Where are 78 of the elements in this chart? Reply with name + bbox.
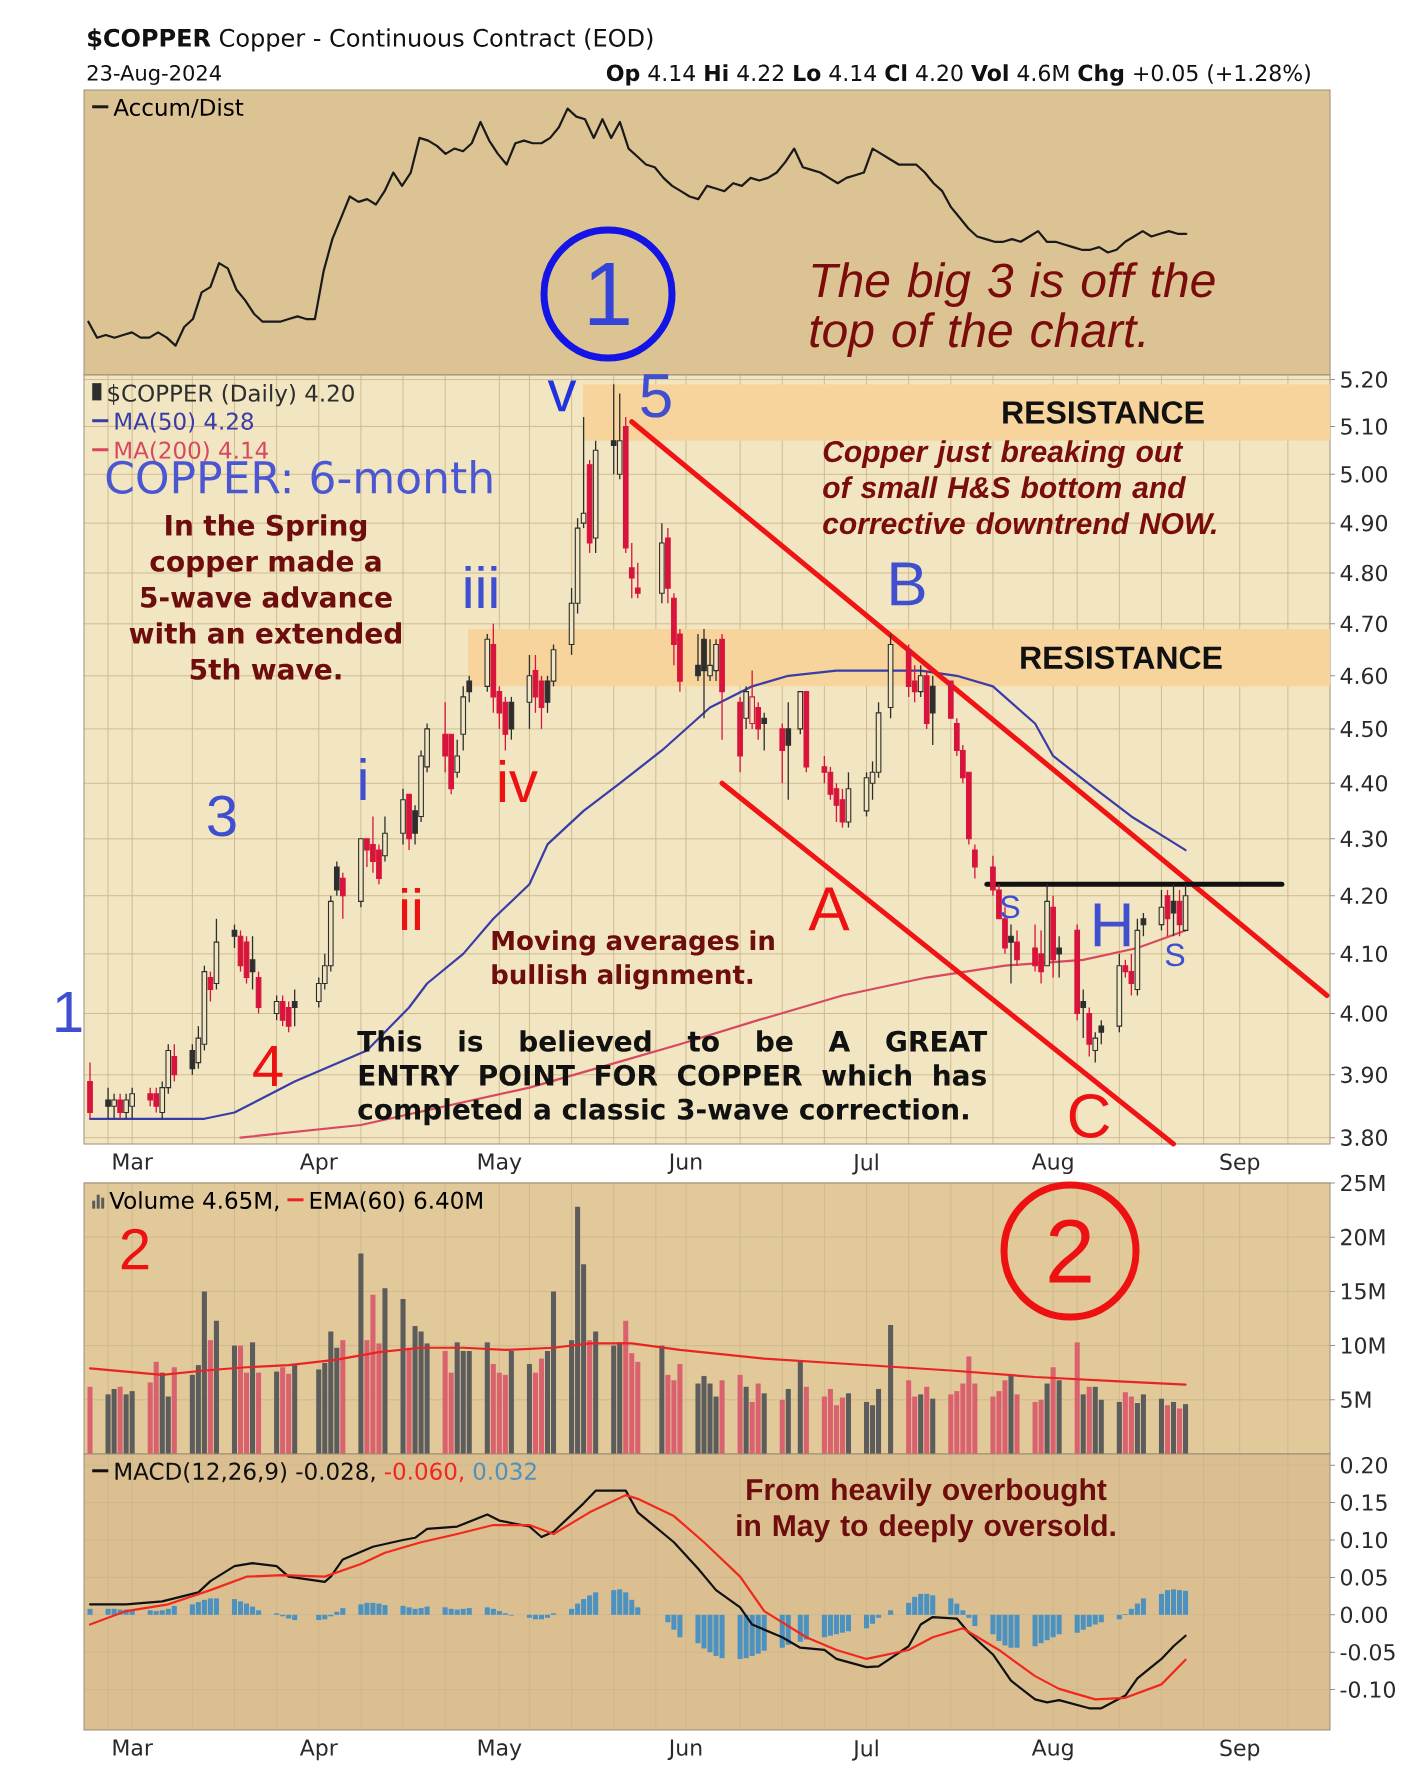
y-tick-label: 20M xyxy=(1341,1228,1385,1246)
x-tick-label: Sep xyxy=(1220,1153,1260,1175)
y-tick-label: 4.80 xyxy=(1340,564,1388,582)
x-tick-label: Mar xyxy=(113,1739,153,1756)
annotation: 2 xyxy=(121,1228,149,1270)
annotation: i xyxy=(360,757,366,800)
annotation: iii xyxy=(465,565,497,608)
chart-subtitle: 23-Aug-2024 xyxy=(87,64,221,85)
annotation: 2 xyxy=(1049,1219,1091,1283)
text: 1 xyxy=(56,991,82,1032)
annotation: From heavily overbought in May to deeply oversold. xyxy=(737,1478,1115,1543)
y-tick-label: 4.00 xyxy=(1340,1005,1388,1022)
annotation: 3 xyxy=(208,795,236,837)
x-tick-label: Aug xyxy=(1031,1153,1073,1175)
x-tick-label: Mar xyxy=(113,1153,153,1170)
x-tick-label: Sep xyxy=(1220,1739,1260,1761)
y-tick-label: 0.15 xyxy=(1340,1494,1387,1511)
legend-label: MA(50) 4.28 xyxy=(115,412,254,433)
annotation: The big 3 is off the top of the chart. xyxy=(810,262,1215,357)
y-tick-label: 4.50 xyxy=(1340,720,1388,738)
annotation: ii xyxy=(401,887,420,930)
y-tick-label: 3.80 xyxy=(1341,1129,1388,1146)
legend-label: MA(200) 4.14 xyxy=(115,441,268,462)
y-tick-label: 0.20 xyxy=(1340,1456,1388,1474)
annotation: A xyxy=(808,887,850,931)
legend-label: $COPPER (Daily) 4.20 xyxy=(108,384,354,407)
x-tick-label: May xyxy=(478,1739,522,1761)
legend-label: Volume 4.65M, xyxy=(109,1191,279,1212)
annotation: H xyxy=(1094,903,1130,947)
y-tick-label: 5.00 xyxy=(1341,465,1388,483)
legend-label: Accum/Dist xyxy=(113,98,244,118)
y-tick-label: 4.60 xyxy=(1340,667,1388,685)
y-tick-label: 4.70 xyxy=(1340,615,1388,633)
y-tick-label: 4.20 xyxy=(1340,887,1388,905)
y-tick-label: -0.10 xyxy=(1340,1681,1395,1698)
chart-title: $COPPER Copper - Continuous Contract (EOD) xyxy=(88,28,653,52)
y-tick-label: 4.30 xyxy=(1340,830,1388,848)
y-tick-label: 0.05 xyxy=(1340,1569,1387,1586)
y-tick-label: 5M xyxy=(1341,1391,1371,1408)
y-tick-label: 10M xyxy=(1341,1337,1385,1354)
y-tick-label: 5.10 xyxy=(1341,418,1388,435)
annotation: 5 xyxy=(641,374,671,418)
annotation: Moving averages in bullish alignment. xyxy=(492,930,774,990)
annotation: In the Spring copper made a 5-wave advance with an extended 5th wave. xyxy=(129,514,401,680)
y-tick-label: 3.90 xyxy=(1341,1066,1388,1084)
annotation: iv xyxy=(499,759,538,802)
x-tick-label: Aug xyxy=(1031,1739,1073,1761)
band-label: RESISTANCE xyxy=(1021,646,1222,669)
band-label: RESISTANCE xyxy=(1003,401,1204,424)
annotation: 4 xyxy=(253,1045,283,1086)
y-tick-label: 4.10 xyxy=(1340,945,1388,963)
text: Op 4.14 Hi 4.22 Lo 4.14 Cl 4.20 Vol 4.6M Chg +0.05 (+1.28%) xyxy=(606,64,1310,86)
x-tick-label: Jun xyxy=(667,1153,702,1174)
y-tick-label: 25M xyxy=(1341,1174,1385,1192)
annotation: S xyxy=(1165,943,1185,967)
annotation: B xyxy=(891,562,925,606)
y-tick-label: 4.90 xyxy=(1340,514,1388,532)
x-tick-label: Jul xyxy=(852,1153,878,1175)
y-tick-label: 5.20 xyxy=(1341,371,1388,388)
y-tick-label: 4.40 xyxy=(1340,774,1388,792)
y-tick-label: 0.00 xyxy=(1340,1606,1388,1624)
legend-label: EMA(60) 6.40M xyxy=(310,1191,482,1212)
annotation: C xyxy=(1069,1093,1110,1138)
legend-label: MACD(12,26,9) -0.028, xyxy=(115,1462,375,1483)
x-tick-label: Apr xyxy=(299,1739,338,1761)
y-tick-label: -0.05 xyxy=(1340,1643,1395,1661)
x-tick-label: May xyxy=(478,1153,522,1175)
annotation: Copper just breaking out of small H&S bottom and corrective downtrend NOW. xyxy=(823,440,1216,535)
x-tick-label: Jun xyxy=(667,1739,702,1760)
text: 0.032 xyxy=(473,1462,536,1480)
y-tick-label: 0.10 xyxy=(1340,1531,1388,1549)
y-tick-label: 15M xyxy=(1341,1283,1385,1300)
annotation: COPPER: 6-month xyxy=(106,459,492,494)
annotation: v xyxy=(547,380,577,412)
annotation: 1 xyxy=(589,263,629,325)
x-tick-label: Jul xyxy=(852,1739,878,1761)
text: -0.060, xyxy=(384,1462,463,1483)
x-tick-label: Apr xyxy=(299,1153,338,1175)
